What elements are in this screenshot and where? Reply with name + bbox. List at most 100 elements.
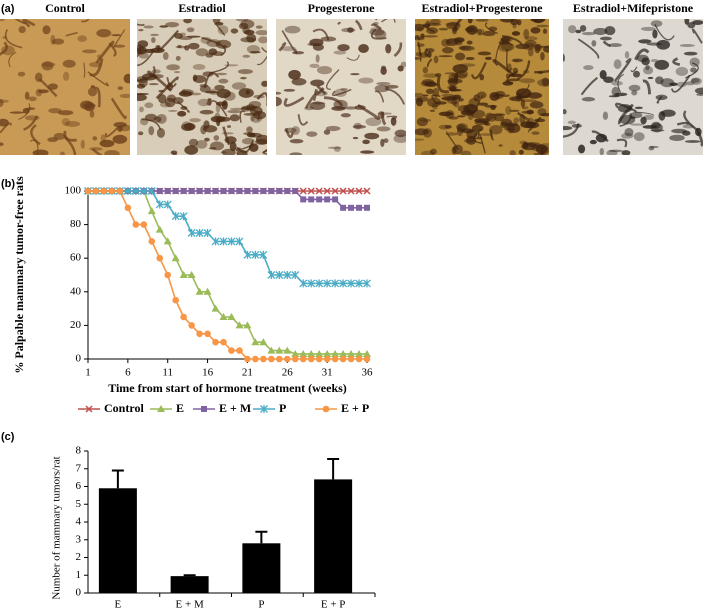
photo-texture bbox=[494, 41, 513, 63]
photo-texture bbox=[581, 31, 596, 36]
photo-texture bbox=[24, 91, 30, 100]
photo-texture bbox=[599, 70, 607, 80]
photo-texture bbox=[648, 146, 655, 151]
photo-texture bbox=[473, 95, 484, 114]
photo-texture bbox=[498, 144, 503, 147]
photo-texture bbox=[360, 150, 375, 154]
image-caption: Estradiol+Mifepristone bbox=[573, 1, 694, 15]
photo-texture bbox=[633, 132, 645, 142]
photo-texture bbox=[162, 51, 169, 61]
photo-texture bbox=[236, 140, 254, 153]
photo-texture bbox=[188, 42, 200, 50]
photo-texture bbox=[213, 135, 220, 141]
marker bbox=[164, 271, 172, 279]
photo-texture bbox=[188, 138, 199, 147]
image-caption: Estradiol+Progesterone bbox=[421, 1, 543, 15]
photo-texture bbox=[520, 98, 526, 109]
marker bbox=[292, 188, 299, 194]
photo-texture bbox=[476, 29, 483, 35]
photo-texture bbox=[690, 77, 702, 85]
y-tick-label: 3 bbox=[76, 533, 82, 545]
photo-texture bbox=[534, 43, 542, 51]
marker bbox=[148, 238, 156, 245]
photo-texture bbox=[685, 81, 695, 86]
photo-texture bbox=[64, 120, 81, 127]
photo-texture bbox=[192, 75, 207, 84]
marker bbox=[203, 287, 212, 295]
marker bbox=[219, 237, 228, 246]
photo-texture bbox=[357, 104, 380, 121]
photo-texture bbox=[143, 25, 154, 29]
marker bbox=[323, 349, 332, 357]
photo-texture bbox=[87, 71, 109, 87]
panel-label: (a) bbox=[1, 3, 15, 15]
marker bbox=[331, 187, 339, 195]
photo-texture bbox=[309, 63, 320, 69]
photo-texture bbox=[467, 111, 474, 121]
photo-texture bbox=[316, 65, 333, 75]
photo-texture bbox=[306, 131, 318, 137]
photo-texture bbox=[137, 92, 149, 96]
photo-texture bbox=[568, 25, 577, 34]
photo-texture bbox=[258, 36, 267, 44]
marker bbox=[348, 204, 355, 211]
photo-texture bbox=[599, 147, 605, 155]
photo-texture bbox=[315, 54, 320, 63]
x-tick-label: 21 bbox=[242, 367, 253, 379]
marker bbox=[347, 355, 355, 363]
photo-texture bbox=[110, 97, 127, 120]
photo-texture bbox=[235, 19, 249, 22]
marker bbox=[243, 250, 252, 259]
photo-texture bbox=[331, 106, 346, 111]
photo-texture bbox=[199, 85, 211, 93]
marker bbox=[364, 204, 370, 211]
photo-texture bbox=[470, 61, 487, 80]
photo-texture bbox=[422, 66, 429, 74]
photo-texture bbox=[276, 91, 282, 95]
photo-texture bbox=[397, 65, 404, 72]
photo-texture bbox=[374, 90, 385, 103]
photo-texture bbox=[630, 66, 638, 73]
photo-texture bbox=[256, 55, 267, 66]
photo-texture bbox=[434, 73, 442, 77]
series-line bbox=[88, 190, 367, 285]
photo-texture bbox=[630, 123, 645, 126]
photo-texture bbox=[244, 29, 255, 35]
photo-texture bbox=[640, 26, 656, 31]
y-axis-label: % Palpable mammary tumor-free rats bbox=[12, 176, 26, 374]
x-tick-label: 31 bbox=[322, 367, 333, 379]
photo-texture bbox=[415, 92, 424, 98]
photo-texture bbox=[166, 64, 180, 71]
legend-label: E bbox=[176, 401, 184, 415]
photo-texture bbox=[628, 112, 643, 119]
photo-texture bbox=[504, 126, 511, 131]
y-tick-label: 7 bbox=[76, 462, 82, 474]
marker bbox=[187, 229, 196, 237]
marker bbox=[235, 321, 244, 329]
bar bbox=[314, 479, 353, 593]
y-tick-label: 20 bbox=[70, 319, 82, 331]
marker bbox=[171, 212, 180, 221]
photo-texture bbox=[624, 51, 630, 59]
photo-texture bbox=[246, 126, 253, 133]
photo-texture bbox=[87, 87, 98, 97]
photo-texture bbox=[669, 134, 685, 141]
photo-texture bbox=[460, 150, 472, 155]
photo-texture bbox=[117, 86, 124, 91]
photo-texture bbox=[208, 100, 228, 117]
marker bbox=[139, 187, 148, 195]
photo-texture bbox=[613, 59, 622, 70]
legend-label: E + M bbox=[219, 401, 251, 415]
photo-texture bbox=[242, 54, 251, 58]
photo-texture bbox=[183, 19, 192, 24]
photo-texture bbox=[415, 96, 429, 103]
marker bbox=[315, 349, 324, 357]
marker bbox=[85, 405, 93, 413]
photo-texture bbox=[354, 19, 363, 31]
photo-texture bbox=[651, 121, 661, 129]
photo-texture bbox=[214, 21, 224, 26]
photo-texture bbox=[261, 80, 267, 87]
photo-texture bbox=[0, 99, 9, 104]
photo-texture bbox=[385, 87, 406, 105]
marker bbox=[116, 187, 124, 195]
